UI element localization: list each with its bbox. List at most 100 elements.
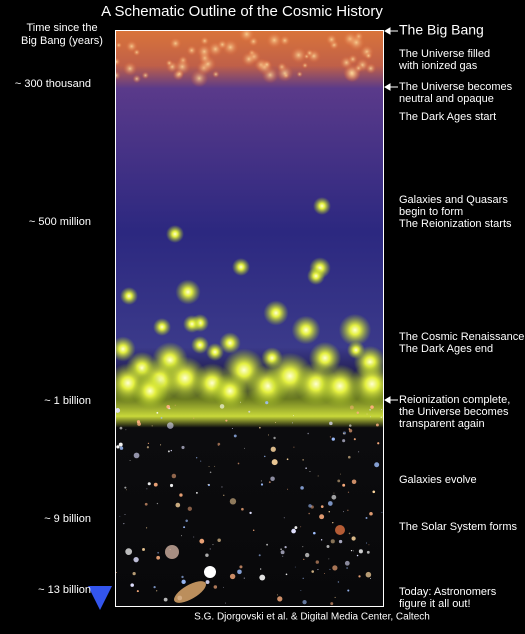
galaxy bbox=[333, 492, 335, 494]
galaxy bbox=[124, 486, 127, 489]
galaxy bbox=[181, 535, 183, 537]
galaxy bbox=[286, 458, 289, 461]
hot-gas bbox=[290, 46, 308, 64]
galaxy bbox=[320, 505, 324, 508]
galaxy bbox=[287, 488, 289, 490]
galaxy bbox=[119, 515, 121, 517]
galaxy bbox=[270, 446, 276, 452]
galaxy bbox=[146, 488, 148, 490]
galaxy bbox=[166, 404, 171, 409]
galaxy bbox=[231, 428, 233, 429]
galaxy bbox=[167, 450, 170, 453]
galaxy bbox=[324, 572, 325, 574]
galaxy bbox=[326, 545, 330, 549]
galaxy bbox=[358, 549, 363, 554]
galaxy bbox=[351, 536, 356, 541]
hot-gas bbox=[116, 57, 121, 67]
galaxy bbox=[275, 421, 277, 423]
hot-gas bbox=[173, 58, 191, 76]
galaxy bbox=[338, 539, 343, 544]
hot-gas bbox=[199, 36, 210, 46]
galaxy bbox=[372, 490, 376, 494]
galaxy bbox=[377, 442, 380, 445]
galaxy bbox=[237, 569, 242, 575]
event-label: The Dark Ages start bbox=[399, 111, 496, 123]
galaxy bbox=[347, 455, 351, 459]
galaxy bbox=[171, 473, 177, 479]
galaxy bbox=[291, 528, 296, 534]
galaxy bbox=[199, 538, 205, 544]
cosmic-panel bbox=[116, 31, 383, 606]
galaxy bbox=[369, 409, 371, 411]
galaxy bbox=[144, 502, 148, 506]
galaxy bbox=[369, 511, 373, 516]
galaxy bbox=[331, 494, 337, 500]
large-galaxy bbox=[335, 525, 345, 535]
galaxy bbox=[243, 577, 245, 579]
event-label: The Reionization starts bbox=[399, 218, 512, 230]
galaxy-glow bbox=[338, 313, 372, 347]
hot-gas bbox=[190, 69, 209, 88]
galaxy bbox=[277, 596, 283, 602]
galaxy bbox=[209, 548, 211, 550]
galaxy bbox=[212, 544, 214, 546]
galaxy bbox=[125, 429, 127, 431]
arrow-head bbox=[384, 27, 391, 35]
galaxy bbox=[307, 432, 309, 435]
galaxy bbox=[351, 479, 357, 485]
galaxy bbox=[156, 502, 159, 505]
galaxy bbox=[358, 451, 360, 453]
galaxy bbox=[353, 550, 354, 552]
credit: S.G. Djorgovski et al. & Digital Media C… bbox=[194, 612, 430, 623]
hot-gas bbox=[132, 48, 141, 57]
galaxy bbox=[343, 511, 344, 513]
galaxy bbox=[208, 466, 210, 467]
title: A Schematic Outline of the Cosmic Histor… bbox=[101, 3, 383, 20]
galaxy-glow bbox=[116, 336, 136, 362]
event-label: begin to form bbox=[399, 206, 463, 218]
galaxy bbox=[317, 475, 319, 477]
galaxy bbox=[327, 501, 333, 506]
galaxy bbox=[249, 511, 252, 515]
galaxy bbox=[366, 413, 368, 415]
galaxy-glow bbox=[175, 279, 201, 305]
time-label: ~ 1 billion bbox=[44, 395, 91, 407]
galaxy bbox=[170, 449, 172, 452]
galaxy bbox=[181, 579, 186, 585]
galaxy bbox=[225, 602, 227, 604]
galaxy bbox=[303, 558, 305, 561]
galaxy bbox=[244, 447, 245, 449]
galaxy bbox=[146, 446, 150, 449]
galaxy bbox=[374, 462, 380, 468]
galaxy bbox=[200, 460, 202, 462]
galaxy bbox=[332, 565, 338, 571]
event-label: Galaxies and Quasars bbox=[399, 194, 508, 206]
bright-star bbox=[204, 566, 216, 578]
galaxy bbox=[179, 493, 183, 497]
galaxy bbox=[380, 416, 383, 419]
galaxy bbox=[130, 583, 134, 587]
galaxy bbox=[160, 444, 162, 446]
galaxy bbox=[260, 480, 263, 482]
galaxy bbox=[193, 536, 195, 538]
galaxy bbox=[320, 539, 323, 541]
galaxy bbox=[225, 419, 228, 422]
galaxy bbox=[133, 557, 139, 563]
galaxy bbox=[229, 573, 236, 580]
galaxy-glow bbox=[307, 267, 325, 285]
galaxy bbox=[337, 581, 340, 583]
galaxy bbox=[342, 431, 347, 435]
time-label: ~ 13 billion bbox=[38, 584, 91, 596]
galaxy bbox=[302, 577, 304, 579]
hot-gas bbox=[262, 59, 272, 70]
galaxy bbox=[196, 457, 198, 459]
galaxy bbox=[291, 422, 293, 424]
galaxy bbox=[308, 512, 310, 515]
galaxy-glow bbox=[132, 373, 168, 409]
arrow-head bbox=[384, 83, 391, 91]
galaxy-glow bbox=[318, 364, 362, 408]
galaxy bbox=[365, 542, 368, 544]
galaxy bbox=[347, 509, 349, 512]
